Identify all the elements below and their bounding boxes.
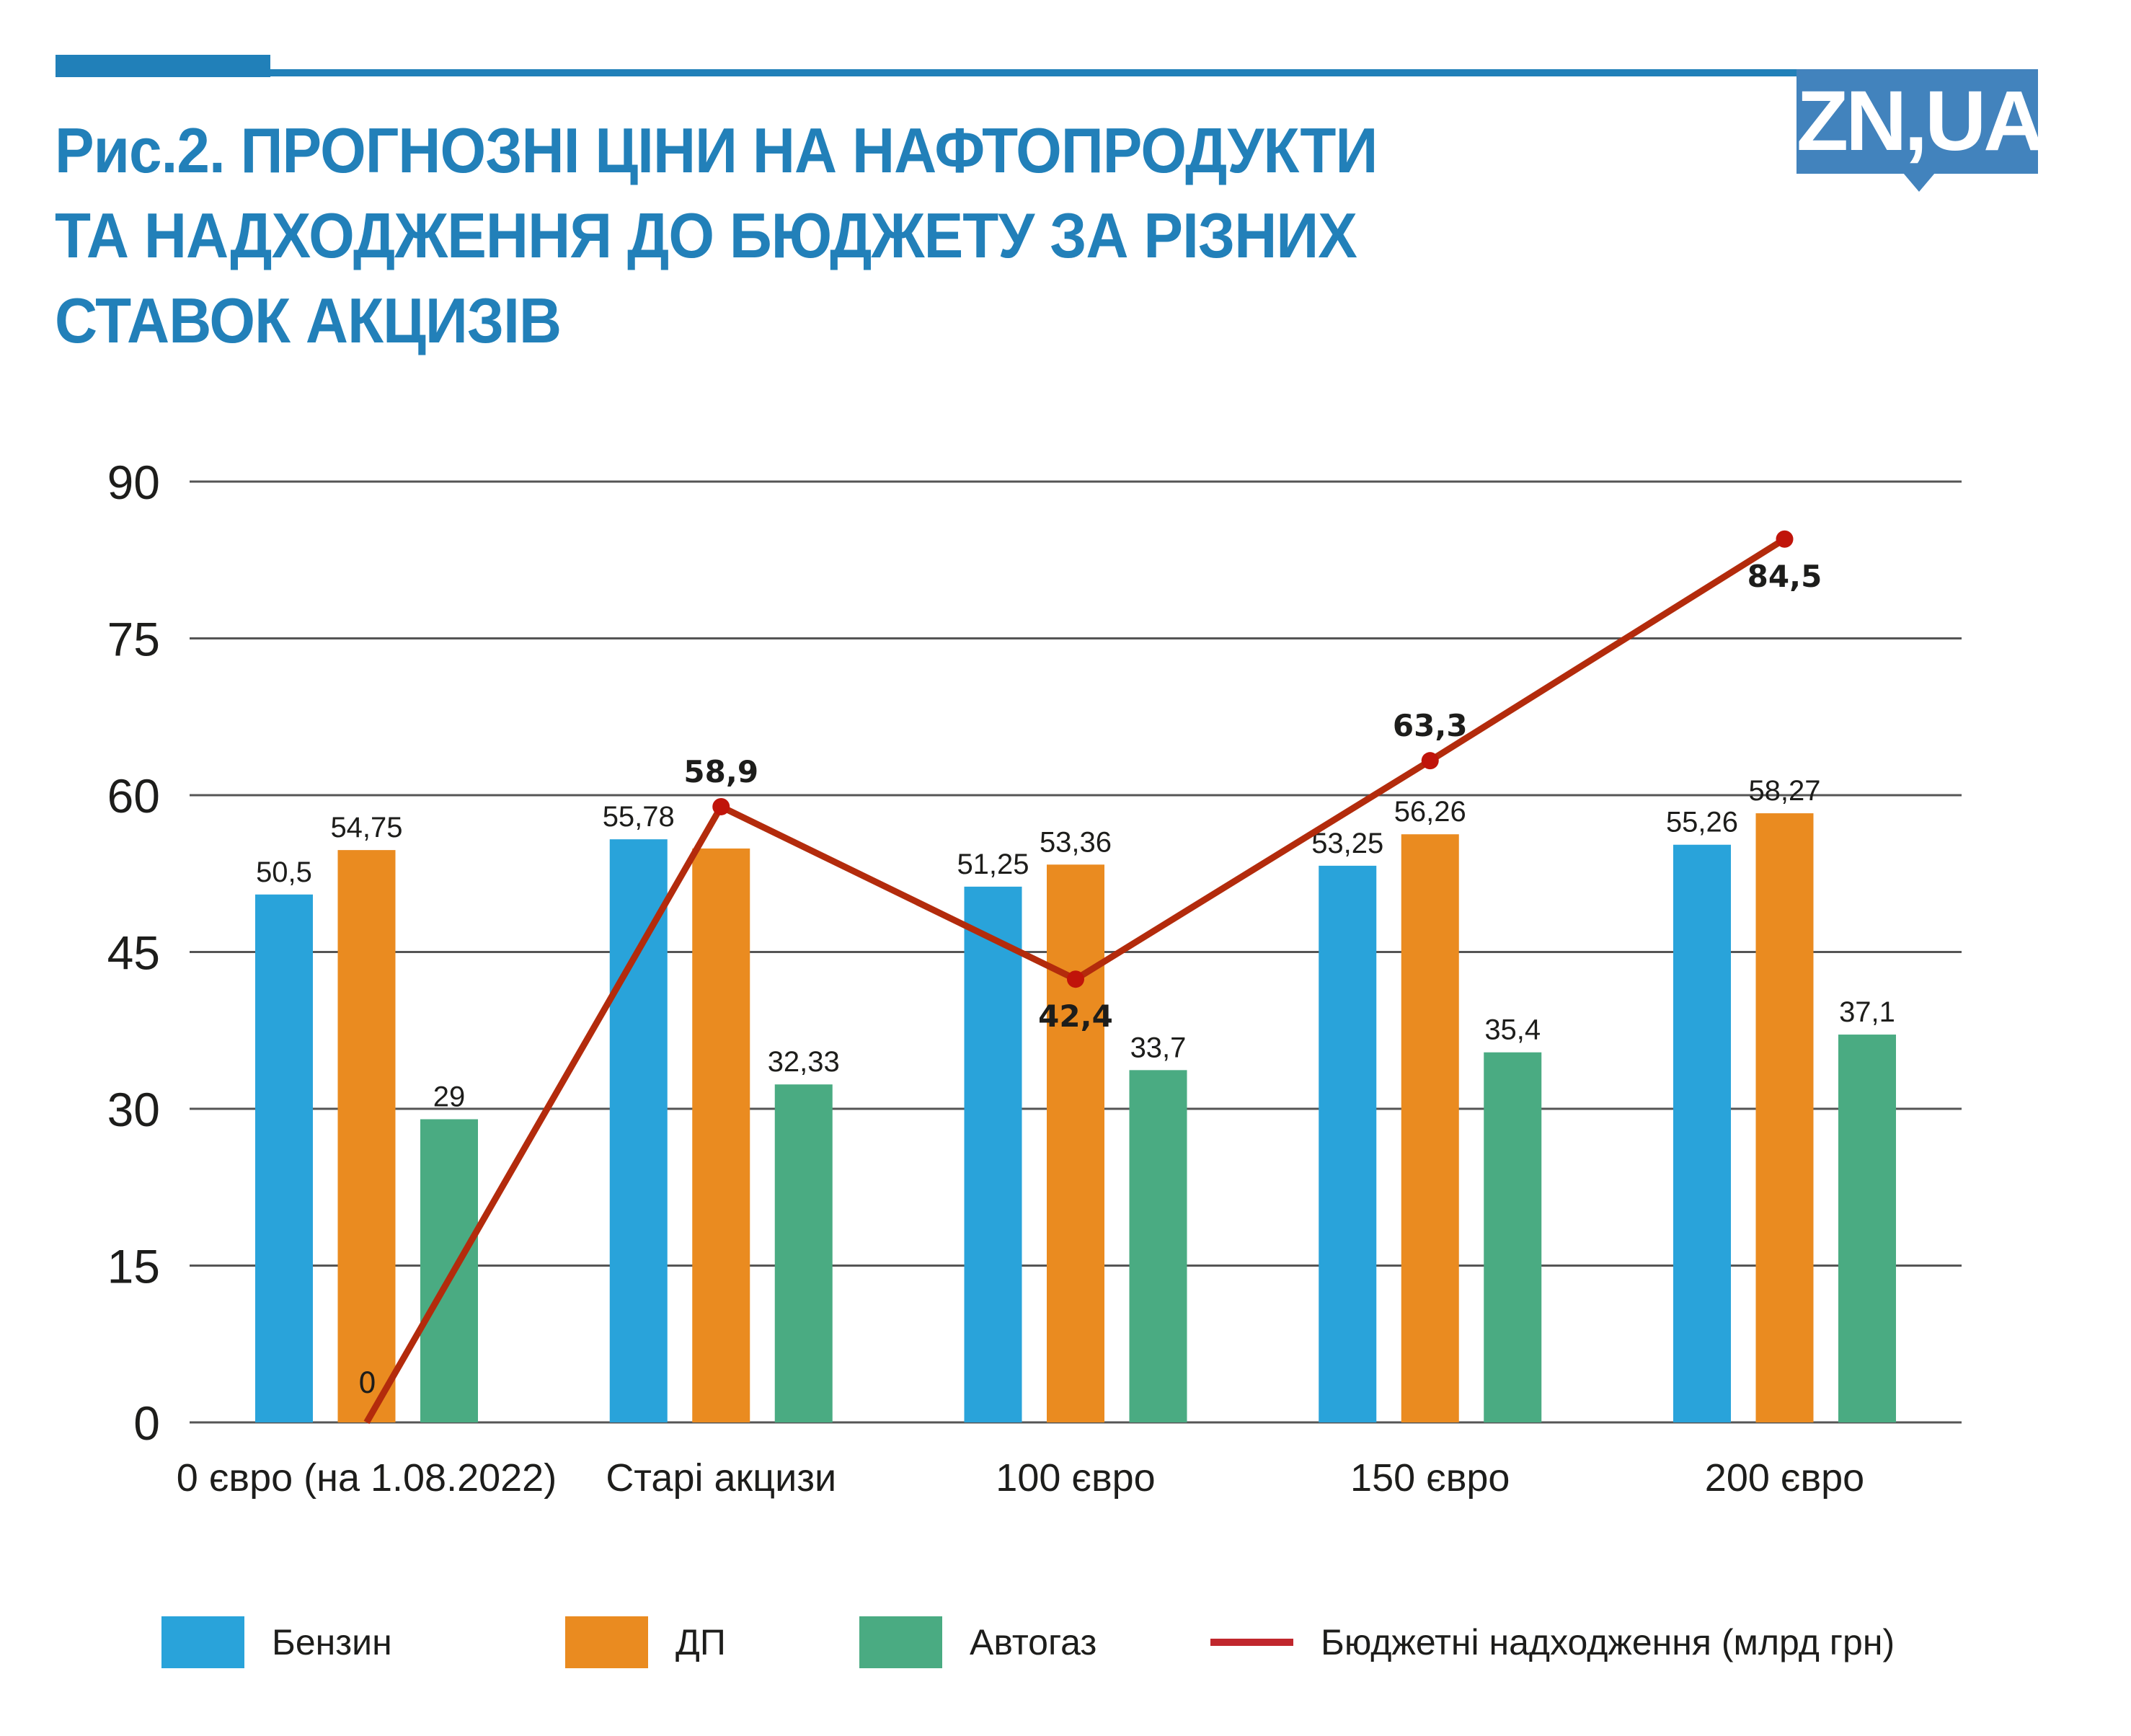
budget-value-label: 84,5: [1747, 559, 1822, 594]
legend-label-autogas: Автогаз: [970, 1622, 1097, 1662]
budget-value-label: 42,4: [1038, 998, 1113, 1034]
bar-value-label: 33,7: [1130, 1032, 1187, 1063]
chart-title-line-3: СТАВОК АКЦИЗІВ: [55, 285, 562, 356]
y-axis-ticks: 0 15 30 45 60 75 90: [107, 456, 160, 1450]
bar-data-labels: 50,5 55,78 51,25 53,25 55,26 54,75 53,36 56,26 5…: [256, 775, 1895, 1112]
bar-dp: [1401, 834, 1459, 1422]
bar-value-label: 32,33: [768, 1046, 840, 1078]
bar-value-label: 54,75: [330, 812, 402, 843]
bar-value-label: 37,1: [1839, 996, 1895, 1028]
bar-autogas: [1838, 1035, 1896, 1422]
x-category-label: 150 євро: [1350, 1456, 1510, 1500]
budget-point: [1421, 752, 1439, 770]
bar-dp: [692, 848, 750, 1422]
zn-ua-logo-text: ZN,UA: [1796, 74, 2045, 169]
legend-label-dp: ДП: [675, 1622, 726, 1662]
y-tick-label: 15: [107, 1240, 160, 1293]
legend-item-dp: ДП: [565, 1616, 726, 1668]
bar-value-label: 50,5: [256, 856, 312, 888]
bar-dp: [1047, 864, 1104, 1422]
y-tick-label: 60: [107, 769, 160, 823]
bars: [255, 813, 1896, 1422]
legend-swatch-autogas: [859, 1616, 942, 1668]
bar-value-label: 35,4: [1484, 1014, 1541, 1046]
legend-label-benzin: Бензин: [272, 1622, 392, 1662]
legend-line-budget: [1210, 1639, 1293, 1646]
legend-item-autogas: Автогаз: [859, 1616, 1096, 1668]
x-category-label: 200 євро: [1705, 1456, 1864, 1500]
y-tick-label: 45: [107, 926, 160, 980]
bar-value-label: 53,25: [1311, 828, 1383, 859]
bar-dp: [1755, 813, 1814, 1422]
legend-swatch-dp: [565, 1616, 648, 1668]
y-tick-label: 75: [107, 613, 160, 666]
bar-value-label: 51,25: [957, 849, 1029, 880]
x-category-label: 0 євро (на 1.08.2022): [177, 1456, 557, 1500]
bar-benzin: [255, 894, 313, 1422]
bar-benzin: [964, 886, 1022, 1422]
y-tick-label: 30: [107, 1083, 160, 1136]
legend-label-budget: Бюджетні надходження (млрд грн): [1321, 1622, 1895, 1662]
y-tick-label: 90: [107, 456, 160, 509]
bar-dp: [337, 850, 396, 1422]
budget-value-label: 58,9: [683, 754, 758, 789]
y-tick-label: 0: [133, 1396, 160, 1450]
budget-value-label: 63,3: [1393, 708, 1468, 743]
bar-value-label: 29: [433, 1081, 466, 1113]
zn-ua-logo: [1796, 69, 2038, 174]
budget-point: [1776, 530, 1794, 548]
bar-value-label: 58,27: [1748, 775, 1820, 807]
bar-autogas: [1129, 1070, 1187, 1422]
bar-benzin: [1319, 865, 1377, 1422]
bar-autogas: [420, 1119, 478, 1422]
bar-value-label: 55,78: [603, 801, 675, 833]
zn-ua-logo-speech-tail-icon: [1903, 173, 1935, 192]
bar-benzin: [1673, 844, 1731, 1422]
header-rule-line: [270, 69, 1799, 76]
bar-autogas: [774, 1084, 833, 1422]
legend-item-benzin: Бензин: [161, 1616, 392, 1668]
x-category-label: 100 євро: [996, 1456, 1155, 1500]
legend-item-budget: Бюджетні надходження (млрд грн): [1210, 1616, 1895, 1668]
budget-value-label: 0: [358, 1367, 376, 1400]
bar-value-label: 56,26: [1394, 796, 1466, 828]
chart-title-line-1: Рис.2. ПРОГНОЗНІ ЦІНИ НА НАФТОПРОДУКТИ: [55, 115, 1378, 186]
chart-title: Рис.2. ПРОГНОЗНІ ЦІНИ НА НАФТОПРОДУКТИ Т…: [55, 108, 1597, 363]
x-axis-categories: 0 євро (на 1.08.2022) Старі акцизи 100 євр…: [177, 1456, 1864, 1500]
legend-swatch-benzin: [161, 1616, 244, 1668]
bar-value-label: 55,26: [1666, 807, 1738, 838]
header-rule-accent: [56, 55, 270, 77]
budget-line-series: 0 58,9 42,4 63,3 84,5: [358, 530, 1822, 1425]
bar-benzin: [609, 839, 668, 1422]
bar-value-label: 53,36: [1040, 826, 1112, 858]
budget-point: [712, 797, 730, 815]
x-category-label: Старі акцизи: [606, 1456, 836, 1500]
bar-autogas: [1484, 1052, 1542, 1422]
budget-point: [1067, 970, 1084, 988]
chart-title-line-2: ТА НАДХОДЖЕННЯ ДО БЮДЖЕТУ ЗА РІЗНИХ: [55, 200, 1357, 271]
